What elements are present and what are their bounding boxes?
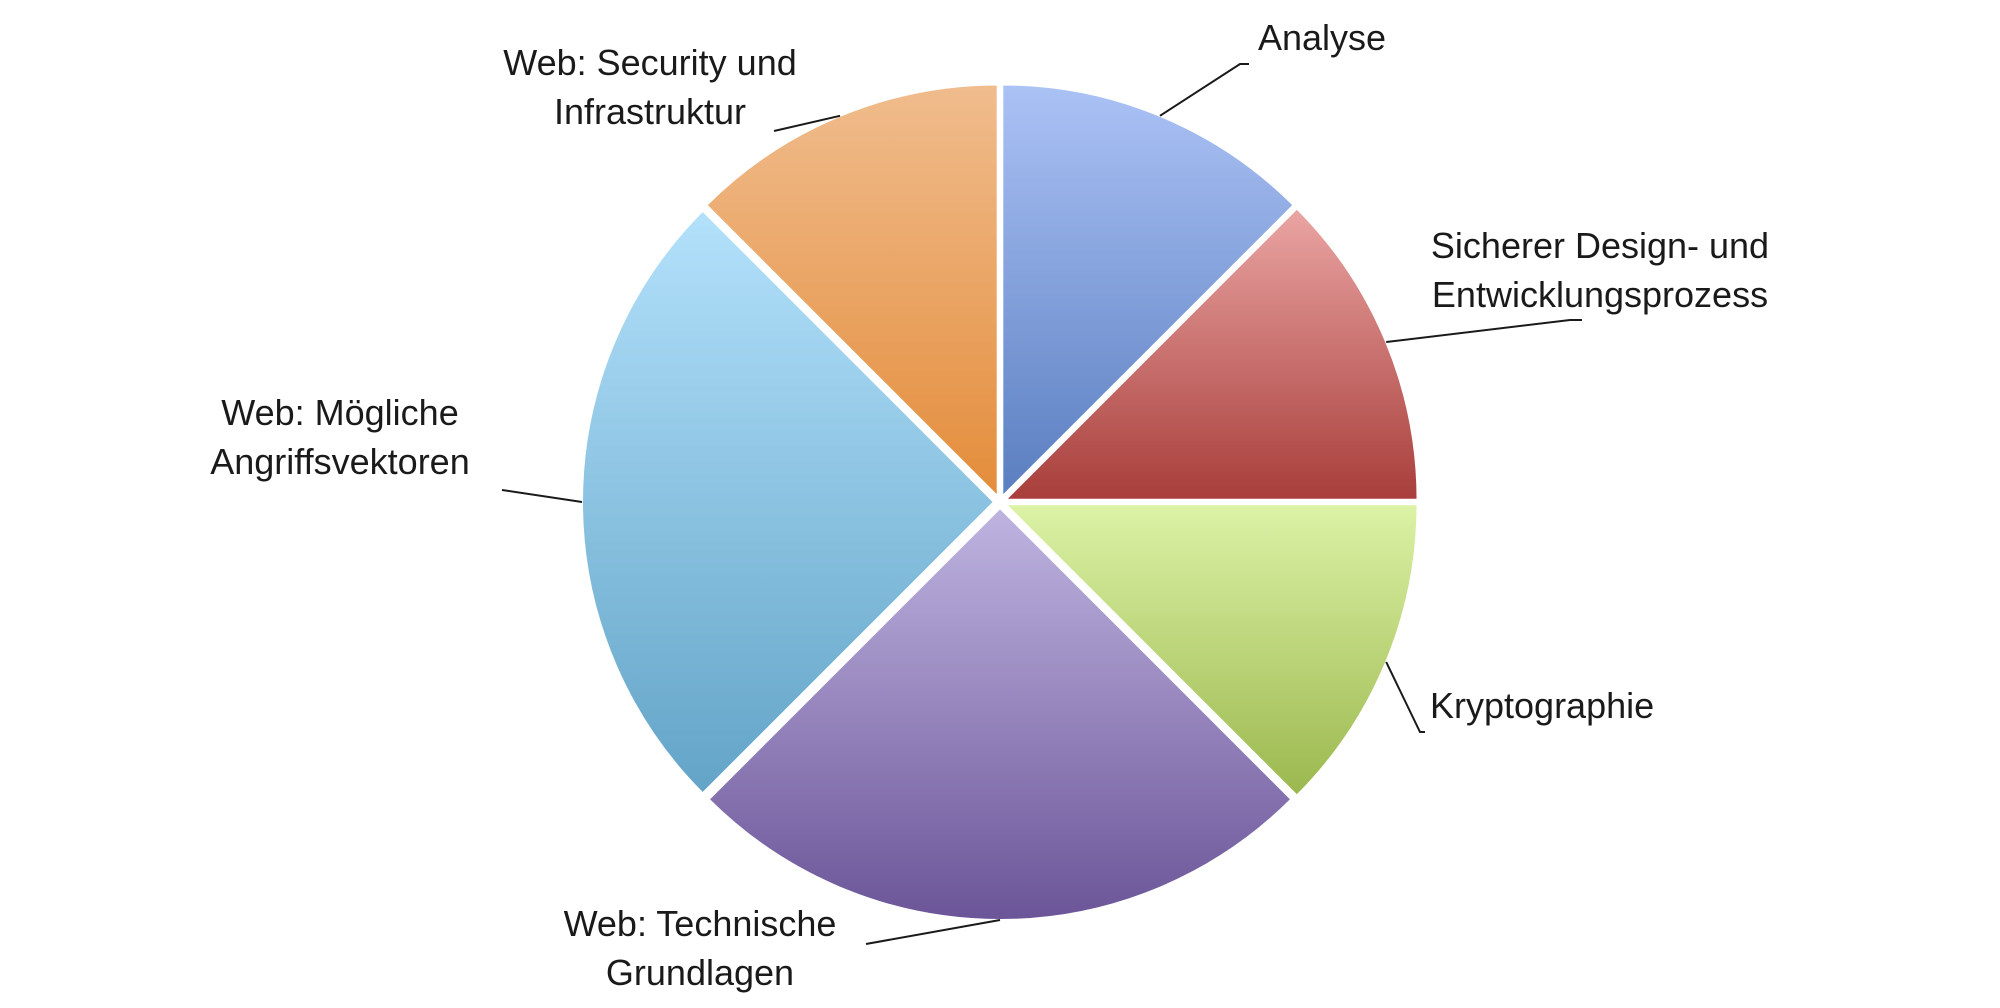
slice-label-sicherer-design-und-entwicklungsprozess: Sicherer Design- und Entwicklungsprozess — [1431, 225, 1769, 315]
slice-label-line: Infrastruktur — [554, 91, 746, 132]
leader-lines — [501, 63, 1582, 945]
slice-label-line: Web: Mögliche — [221, 392, 458, 433]
pie-slices — [581, 83, 1419, 921]
slice-label-line: Web: Security und — [503, 42, 796, 83]
pie-slice-web-security-und-infrastruktur — [704, 83, 999, 499]
leader-line-kryptographie — [1385, 661, 1425, 733]
slice-label-line: Kryptographie — [1430, 685, 1654, 726]
slice-label-web-technische-grundlagen: Web: Technische Grundlagen — [564, 903, 837, 993]
leader-line-web-m-gliche-angriffsvektoren — [501, 489, 583, 503]
slice-label-line: Entwicklungsprozess — [1432, 274, 1768, 315]
leader-line-web-security-und-infrastruktur — [773, 114, 841, 132]
leader-line-sicherer-design-und-entwicklungsprozess — [1386, 319, 1582, 344]
pie-slice-web-m-gliche-angriffsvektoren — [581, 209, 996, 795]
slice-label-line: Analyse — [1258, 17, 1386, 58]
slice-label-analyse: Analyse — [1258, 17, 1386, 58]
pie-slice-kryptographie — [1003, 503, 1419, 798]
pie-slice-analyse — [1001, 83, 1296, 499]
slice-label-line: Angriffsvektoren — [210, 441, 469, 482]
pie-slice-web-technische-grundlagen — [707, 506, 1293, 921]
pie-slice-sicherer-design-und-entwicklungsprozess — [1003, 206, 1419, 501]
slice-labels: Analyse Sicherer Design- und Entwicklungsp… — [210, 17, 1769, 993]
slice-label-line: Web: Technische — [564, 903, 837, 944]
slice-label-web-m-gliche-angriffsvektoren: Web: Mögliche Angriffsvektoren — [210, 392, 469, 482]
leader-line-analyse — [1159, 63, 1249, 117]
slice-label-line: Sicherer Design- und — [1431, 225, 1769, 266]
slice-label-web-security-und-infrastruktur: Web: Security und Infrastruktur — [503, 42, 796, 132]
leader-line-web-technische-grundlagen — [865, 919, 1001, 945]
slice-label-kryptographie: Kryptographie — [1430, 685, 1654, 726]
slice-label-line: Grundlagen — [606, 952, 794, 993]
